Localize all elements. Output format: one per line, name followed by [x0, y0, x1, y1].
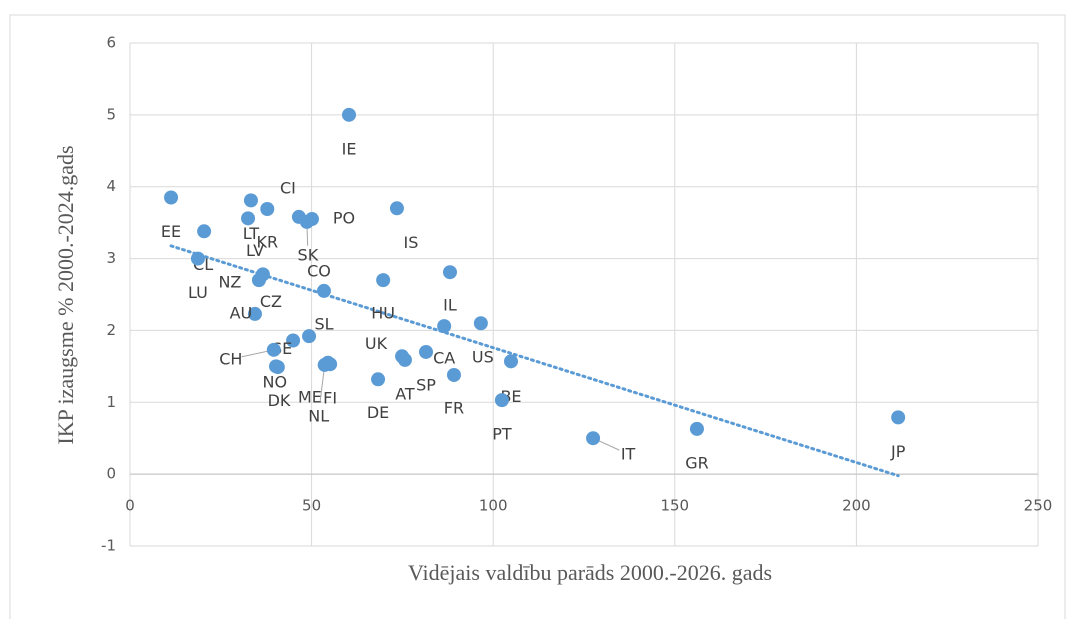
point — [442, 265, 457, 280]
data-label: JP — [890, 442, 906, 461]
point — [397, 352, 412, 367]
point — [286, 333, 301, 348]
x-tick-label: 50 — [302, 497, 321, 515]
point — [304, 212, 319, 227]
y-axis-title: IKP izaugsme % 2000.-2024.gads — [53, 145, 78, 444]
data-label: IL — [443, 296, 457, 315]
data-label: AU — [230, 303, 253, 322]
y-tick-label: 3 — [106, 249, 116, 267]
y-tick-label: 1 — [106, 393, 116, 411]
point — [586, 431, 601, 446]
point — [689, 421, 704, 436]
data-label: LV — [246, 241, 264, 260]
data-label: CA — [433, 349, 455, 368]
y-tick-label: 6 — [106, 34, 116, 52]
y-tick-label: 5 — [106, 105, 116, 123]
point — [190, 251, 205, 266]
data-label: NO — [263, 373, 288, 392]
point — [389, 201, 404, 216]
x-axis-title: Vidējais valdību parāds 2000.-2026. gads — [408, 560, 772, 585]
data-label: IS — [404, 233, 419, 252]
point — [473, 316, 488, 331]
point — [269, 359, 284, 374]
data-label: DE — [367, 403, 389, 422]
point — [891, 410, 906, 425]
data-label: CH — [219, 349, 242, 368]
data-label: LU — [188, 283, 208, 302]
point — [247, 306, 262, 321]
point — [302, 329, 317, 344]
data-label: AT — [395, 384, 415, 403]
point — [437, 319, 452, 334]
point — [446, 367, 461, 382]
data-label: NL — [308, 406, 329, 425]
data-label: FI — [323, 389, 337, 408]
x-tick-label: 150 — [660, 497, 689, 515]
point — [197, 224, 212, 239]
data-label: IT — [621, 445, 636, 464]
y-tick-label: 4 — [106, 177, 116, 195]
y-tick-label: -1 — [101, 537, 116, 555]
point — [266, 342, 281, 357]
data-label: LT — [243, 224, 260, 243]
data-label: NZ — [218, 273, 241, 292]
data-label: GR — [685, 453, 709, 472]
point — [371, 372, 386, 387]
data-label: FR — [444, 398, 464, 417]
data-label: DK — [268, 391, 291, 410]
point — [419, 344, 434, 359]
data-label: CO — [307, 261, 331, 280]
x-tick-label: 250 — [1024, 497, 1053, 515]
y-tick-label: 2 — [106, 321, 116, 339]
data-label: SP — [416, 375, 436, 394]
x-tick-label: 100 — [479, 497, 508, 515]
data-label: SK — [298, 245, 319, 264]
data-label: EE — [161, 222, 181, 241]
point — [342, 107, 357, 122]
data-label: IE — [342, 139, 357, 158]
data-label: PT — [492, 425, 512, 444]
data-label: KR — [256, 232, 278, 251]
point — [316, 283, 331, 298]
x-tick-label: 200 — [842, 497, 871, 515]
y-tick-label: 0 — [106, 465, 116, 483]
point — [376, 273, 391, 288]
data-label: US — [472, 348, 494, 367]
data-label: HU — [371, 304, 395, 323]
point — [317, 357, 332, 372]
trendline — [169, 244, 900, 478]
data-label: CI — [280, 178, 296, 197]
x-tick-label: 0 — [125, 497, 135, 515]
chart-border — [9, 14, 1066, 619]
point — [260, 201, 275, 216]
point — [251, 273, 266, 288]
point — [164, 190, 179, 205]
data-label: SL — [315, 315, 334, 334]
data-label: CZ — [260, 292, 282, 311]
point — [241, 211, 256, 226]
point — [503, 354, 518, 369]
data-label: PO — [333, 209, 355, 228]
point — [494, 393, 509, 408]
point — [243, 193, 258, 208]
data-label: UK — [365, 334, 388, 353]
data-label: ME — [298, 387, 322, 406]
